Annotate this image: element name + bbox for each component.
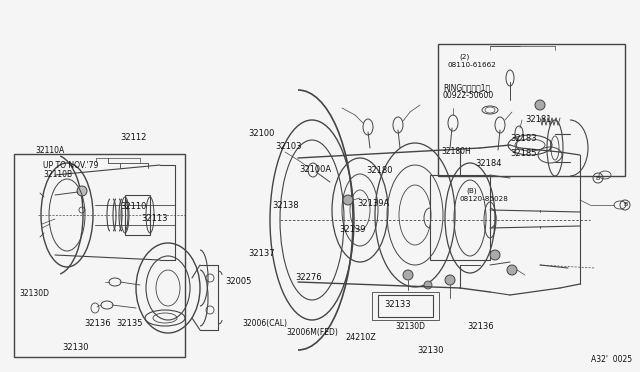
Text: 32130D: 32130D [396, 322, 426, 331]
Text: 32276: 32276 [296, 273, 323, 282]
Ellipse shape [403, 270, 413, 280]
Text: 32136: 32136 [84, 319, 111, 328]
Text: 00922-50600: 00922-50600 [443, 92, 494, 100]
Text: 32110A: 32110A [35, 146, 65, 155]
Text: 32138: 32138 [272, 201, 299, 210]
Text: 32135: 32135 [116, 319, 143, 328]
Text: UP TO NOV.'79: UP TO NOV.'79 [43, 161, 98, 170]
Ellipse shape [490, 250, 500, 260]
Text: 32139: 32139 [339, 225, 365, 234]
Text: 32006M(FED): 32006M(FED) [287, 328, 339, 337]
Bar [14, 154, 185, 357]
Text: B: B [596, 176, 600, 180]
Bar [430, 175, 490, 260]
Bar [378, 295, 433, 317]
Bar [438, 44, 625, 176]
Ellipse shape [424, 281, 432, 289]
Text: (2): (2) [460, 53, 470, 60]
Text: 32137: 32137 [248, 249, 275, 258]
Text: (B): (B) [466, 187, 477, 194]
Text: 32130D: 32130D [19, 289, 49, 298]
Text: A32'  0025: A32' 0025 [591, 355, 632, 364]
Text: 32130: 32130 [417, 346, 444, 355]
Text: 32180: 32180 [366, 166, 392, 175]
Ellipse shape [445, 275, 455, 285]
Text: 24210Z: 24210Z [346, 333, 376, 342]
Ellipse shape [507, 265, 517, 275]
Ellipse shape [77, 186, 87, 196]
Text: 32103: 32103 [275, 142, 301, 151]
Text: 32113: 32113 [141, 214, 167, 223]
Bar [125, 195, 150, 235]
Text: 32110B: 32110B [44, 170, 73, 179]
Text: 32112: 32112 [120, 133, 147, 142]
Text: 32183: 32183 [511, 134, 538, 143]
Text: 32181: 32181 [525, 115, 551, 124]
Text: 32184: 32184 [475, 159, 501, 168]
Text: 32005: 32005 [225, 278, 252, 286]
Text: 32133: 32133 [384, 300, 411, 309]
Text: 32185: 32185 [511, 149, 537, 158]
Text: B: B [623, 202, 627, 208]
Text: 32100A: 32100A [300, 165, 332, 174]
Text: 32136: 32136 [467, 322, 494, 331]
Text: RINGリング（1）: RINGリング（1） [443, 83, 490, 92]
Text: 32110: 32110 [120, 202, 147, 211]
Ellipse shape [535, 100, 545, 110]
Text: 32180H: 32180H [442, 147, 471, 156]
Text: 32006(CAL): 32006(CAL) [242, 319, 287, 328]
Ellipse shape [343, 195, 353, 205]
Text: 32100: 32100 [248, 129, 275, 138]
Text: 32139A: 32139A [357, 199, 389, 208]
Text: 08110-61662: 08110-61662 [448, 62, 497, 68]
Text: 08120-85028: 08120-85028 [460, 196, 508, 202]
Text: 32130: 32130 [62, 343, 89, 352]
Bar [372, 292, 439, 320]
